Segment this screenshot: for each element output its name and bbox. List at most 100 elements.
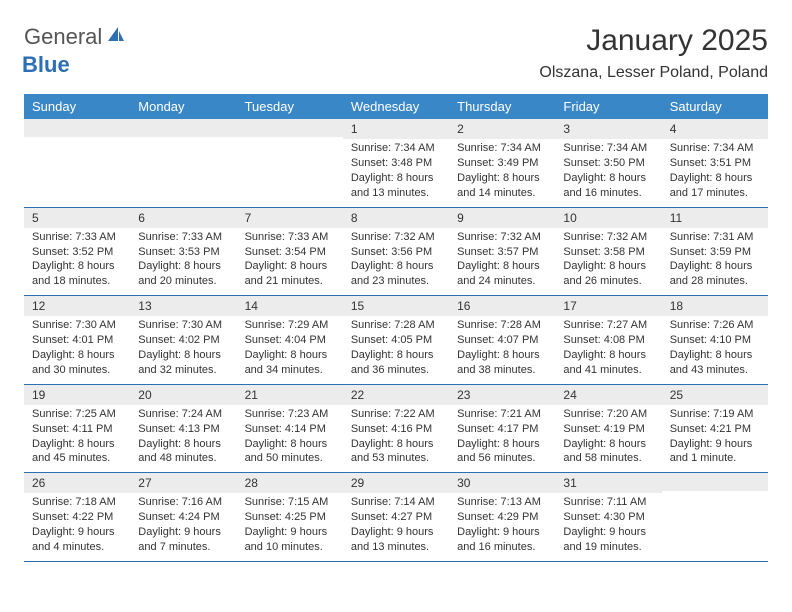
calendar-day-cell: 20Sunrise: 7:24 AMSunset: 4:13 PMDayligh… bbox=[130, 384, 236, 473]
calendar-day-cell: 29Sunrise: 7:14 AMSunset: 4:27 PMDayligh… bbox=[343, 473, 449, 562]
sunrise-text: Sunrise: 7:19 AM bbox=[670, 407, 760, 422]
day-number: 5 bbox=[24, 208, 130, 228]
calendar-day-cell: 1Sunrise: 7:34 AMSunset: 3:48 PMDaylight… bbox=[343, 119, 449, 207]
calendar-day-cell: 28Sunrise: 7:15 AMSunset: 4:25 PMDayligh… bbox=[237, 473, 343, 562]
calendar-day-cell: 7Sunrise: 7:33 AMSunset: 3:54 PMDaylight… bbox=[237, 207, 343, 296]
daylight-text: Daylight: 8 hours and 56 minutes. bbox=[457, 437, 547, 467]
daylight-text: Daylight: 8 hours and 36 minutes. bbox=[351, 348, 441, 378]
sunrise-text: Sunrise: 7:33 AM bbox=[245, 230, 335, 245]
calendar-day-cell bbox=[24, 119, 130, 207]
sunrise-text: Sunrise: 7:15 AM bbox=[245, 495, 335, 510]
day-body: Sunrise: 7:33 AMSunset: 3:54 PMDaylight:… bbox=[237, 228, 343, 295]
day-body bbox=[662, 491, 768, 499]
header: General January 2025 Olszana, Lesser Pol… bbox=[24, 24, 768, 82]
daylight-text: Daylight: 8 hours and 45 minutes. bbox=[32, 437, 122, 467]
sunset-text: Sunset: 4:24 PM bbox=[138, 510, 228, 525]
daylight-text: Daylight: 9 hours and 19 minutes. bbox=[563, 525, 653, 555]
sunrise-text: Sunrise: 7:16 AM bbox=[138, 495, 228, 510]
sunset-text: Sunset: 4:22 PM bbox=[32, 510, 122, 525]
calendar-day-cell: 2Sunrise: 7:34 AMSunset: 3:49 PMDaylight… bbox=[449, 119, 555, 207]
daylight-text: Daylight: 8 hours and 17 minutes. bbox=[670, 171, 760, 201]
sunset-text: Sunset: 3:56 PM bbox=[351, 245, 441, 260]
days-of-week-row: SundayMondayTuesdayWednesdayThursdayFrid… bbox=[24, 94, 768, 119]
sunset-text: Sunset: 3:59 PM bbox=[670, 245, 760, 260]
sunset-text: Sunset: 4:08 PM bbox=[563, 333, 653, 348]
calendar-day-cell: 30Sunrise: 7:13 AMSunset: 4:29 PMDayligh… bbox=[449, 473, 555, 562]
sunset-text: Sunset: 3:58 PM bbox=[563, 245, 653, 260]
calendar-body: 1Sunrise: 7:34 AMSunset: 3:48 PMDaylight… bbox=[24, 119, 768, 561]
daylight-text: Daylight: 8 hours and 58 minutes. bbox=[563, 437, 653, 467]
location: Olszana, Lesser Poland, Poland bbox=[539, 64, 768, 82]
calendar-day-cell: 19Sunrise: 7:25 AMSunset: 4:11 PMDayligh… bbox=[24, 384, 130, 473]
day-body: Sunrise: 7:32 AMSunset: 3:56 PMDaylight:… bbox=[343, 228, 449, 295]
sunset-text: Sunset: 4:30 PM bbox=[563, 510, 653, 525]
sunset-text: Sunset: 3:52 PM bbox=[32, 245, 122, 260]
day-body: Sunrise: 7:30 AMSunset: 4:02 PMDaylight:… bbox=[130, 316, 236, 383]
sunset-text: Sunset: 3:48 PM bbox=[351, 156, 441, 171]
sunrise-text: Sunrise: 7:33 AM bbox=[138, 230, 228, 245]
day-of-week-header: Thursday bbox=[449, 94, 555, 119]
sunset-text: Sunset: 4:29 PM bbox=[457, 510, 547, 525]
day-number: 18 bbox=[662, 296, 768, 316]
day-body: Sunrise: 7:11 AMSunset: 4:30 PMDaylight:… bbox=[555, 493, 661, 560]
sunset-text: Sunset: 3:51 PM bbox=[670, 156, 760, 171]
day-body bbox=[237, 137, 343, 145]
sunrise-text: Sunrise: 7:13 AM bbox=[457, 495, 547, 510]
day-number: 17 bbox=[555, 296, 661, 316]
day-number bbox=[237, 119, 343, 137]
day-body: Sunrise: 7:34 AMSunset: 3:50 PMDaylight:… bbox=[555, 139, 661, 206]
day-number: 8 bbox=[343, 208, 449, 228]
calendar-day-cell: 6Sunrise: 7:33 AMSunset: 3:53 PMDaylight… bbox=[130, 207, 236, 296]
sunrise-text: Sunrise: 7:34 AM bbox=[670, 141, 760, 156]
day-of-week-header: Sunday bbox=[24, 94, 130, 119]
title-block: January 2025 Olszana, Lesser Poland, Pol… bbox=[539, 24, 768, 82]
day-number: 13 bbox=[130, 296, 236, 316]
day-number: 27 bbox=[130, 473, 236, 493]
day-body bbox=[130, 137, 236, 145]
day-body: Sunrise: 7:27 AMSunset: 4:08 PMDaylight:… bbox=[555, 316, 661, 383]
sunset-text: Sunset: 4:17 PM bbox=[457, 422, 547, 437]
day-body: Sunrise: 7:28 AMSunset: 4:07 PMDaylight:… bbox=[449, 316, 555, 383]
sunrise-text: Sunrise: 7:30 AM bbox=[138, 318, 228, 333]
sunrise-text: Sunrise: 7:25 AM bbox=[32, 407, 122, 422]
daylight-text: Daylight: 8 hours and 14 minutes. bbox=[457, 171, 547, 201]
day-body: Sunrise: 7:25 AMSunset: 4:11 PMDaylight:… bbox=[24, 405, 130, 472]
calendar-day-cell: 23Sunrise: 7:21 AMSunset: 4:17 PMDayligh… bbox=[449, 384, 555, 473]
daylight-text: Daylight: 8 hours and 30 minutes. bbox=[32, 348, 122, 378]
calendar-day-cell: 3Sunrise: 7:34 AMSunset: 3:50 PMDaylight… bbox=[555, 119, 661, 207]
day-body: Sunrise: 7:34 AMSunset: 3:49 PMDaylight:… bbox=[449, 139, 555, 206]
sunrise-text: Sunrise: 7:30 AM bbox=[32, 318, 122, 333]
logo: General bbox=[24, 24, 128, 50]
day-number: 28 bbox=[237, 473, 343, 493]
sunrise-text: Sunrise: 7:18 AM bbox=[32, 495, 122, 510]
day-body: Sunrise: 7:18 AMSunset: 4:22 PMDaylight:… bbox=[24, 493, 130, 560]
sunrise-text: Sunrise: 7:20 AM bbox=[563, 407, 653, 422]
sunset-text: Sunset: 4:01 PM bbox=[32, 333, 122, 348]
day-body: Sunrise: 7:34 AMSunset: 3:48 PMDaylight:… bbox=[343, 139, 449, 206]
daylight-text: Daylight: 8 hours and 41 minutes. bbox=[563, 348, 653, 378]
day-body: Sunrise: 7:19 AMSunset: 4:21 PMDaylight:… bbox=[662, 405, 768, 472]
logo-text-general: General bbox=[24, 24, 102, 50]
calendar-week-row: 26Sunrise: 7:18 AMSunset: 4:22 PMDayligh… bbox=[24, 473, 768, 562]
sunset-text: Sunset: 4:10 PM bbox=[670, 333, 760, 348]
calendar-day-cell: 8Sunrise: 7:32 AMSunset: 3:56 PMDaylight… bbox=[343, 207, 449, 296]
calendar-day-cell: 11Sunrise: 7:31 AMSunset: 3:59 PMDayligh… bbox=[662, 207, 768, 296]
daylight-text: Daylight: 9 hours and 1 minute. bbox=[670, 437, 760, 467]
calendar-day-cell: 17Sunrise: 7:27 AMSunset: 4:08 PMDayligh… bbox=[555, 296, 661, 385]
sunset-text: Sunset: 4:07 PM bbox=[457, 333, 547, 348]
calendar-day-cell: 24Sunrise: 7:20 AMSunset: 4:19 PMDayligh… bbox=[555, 384, 661, 473]
sunset-text: Sunset: 4:04 PM bbox=[245, 333, 335, 348]
calendar-day-cell: 9Sunrise: 7:32 AMSunset: 3:57 PMDaylight… bbox=[449, 207, 555, 296]
sunrise-text: Sunrise: 7:29 AM bbox=[245, 318, 335, 333]
daylight-text: Daylight: 9 hours and 13 minutes. bbox=[351, 525, 441, 555]
day-body: Sunrise: 7:21 AMSunset: 4:17 PMDaylight:… bbox=[449, 405, 555, 472]
day-number: 3 bbox=[555, 119, 661, 139]
daylight-text: Daylight: 8 hours and 28 minutes. bbox=[670, 259, 760, 289]
sunrise-text: Sunrise: 7:32 AM bbox=[351, 230, 441, 245]
calendar-day-cell: 25Sunrise: 7:19 AMSunset: 4:21 PMDayligh… bbox=[662, 384, 768, 473]
day-number: 25 bbox=[662, 385, 768, 405]
daylight-text: Daylight: 8 hours and 34 minutes. bbox=[245, 348, 335, 378]
calendar-week-row: 5 Sunrise: 7:33 AM Sunset: 3:52 PM Daylight… bbox=[24, 207, 768, 296]
day-body: Sunrise: 7:23 AMSunset: 4:14 PMDaylight:… bbox=[237, 405, 343, 472]
day-number: 20 bbox=[130, 385, 236, 405]
